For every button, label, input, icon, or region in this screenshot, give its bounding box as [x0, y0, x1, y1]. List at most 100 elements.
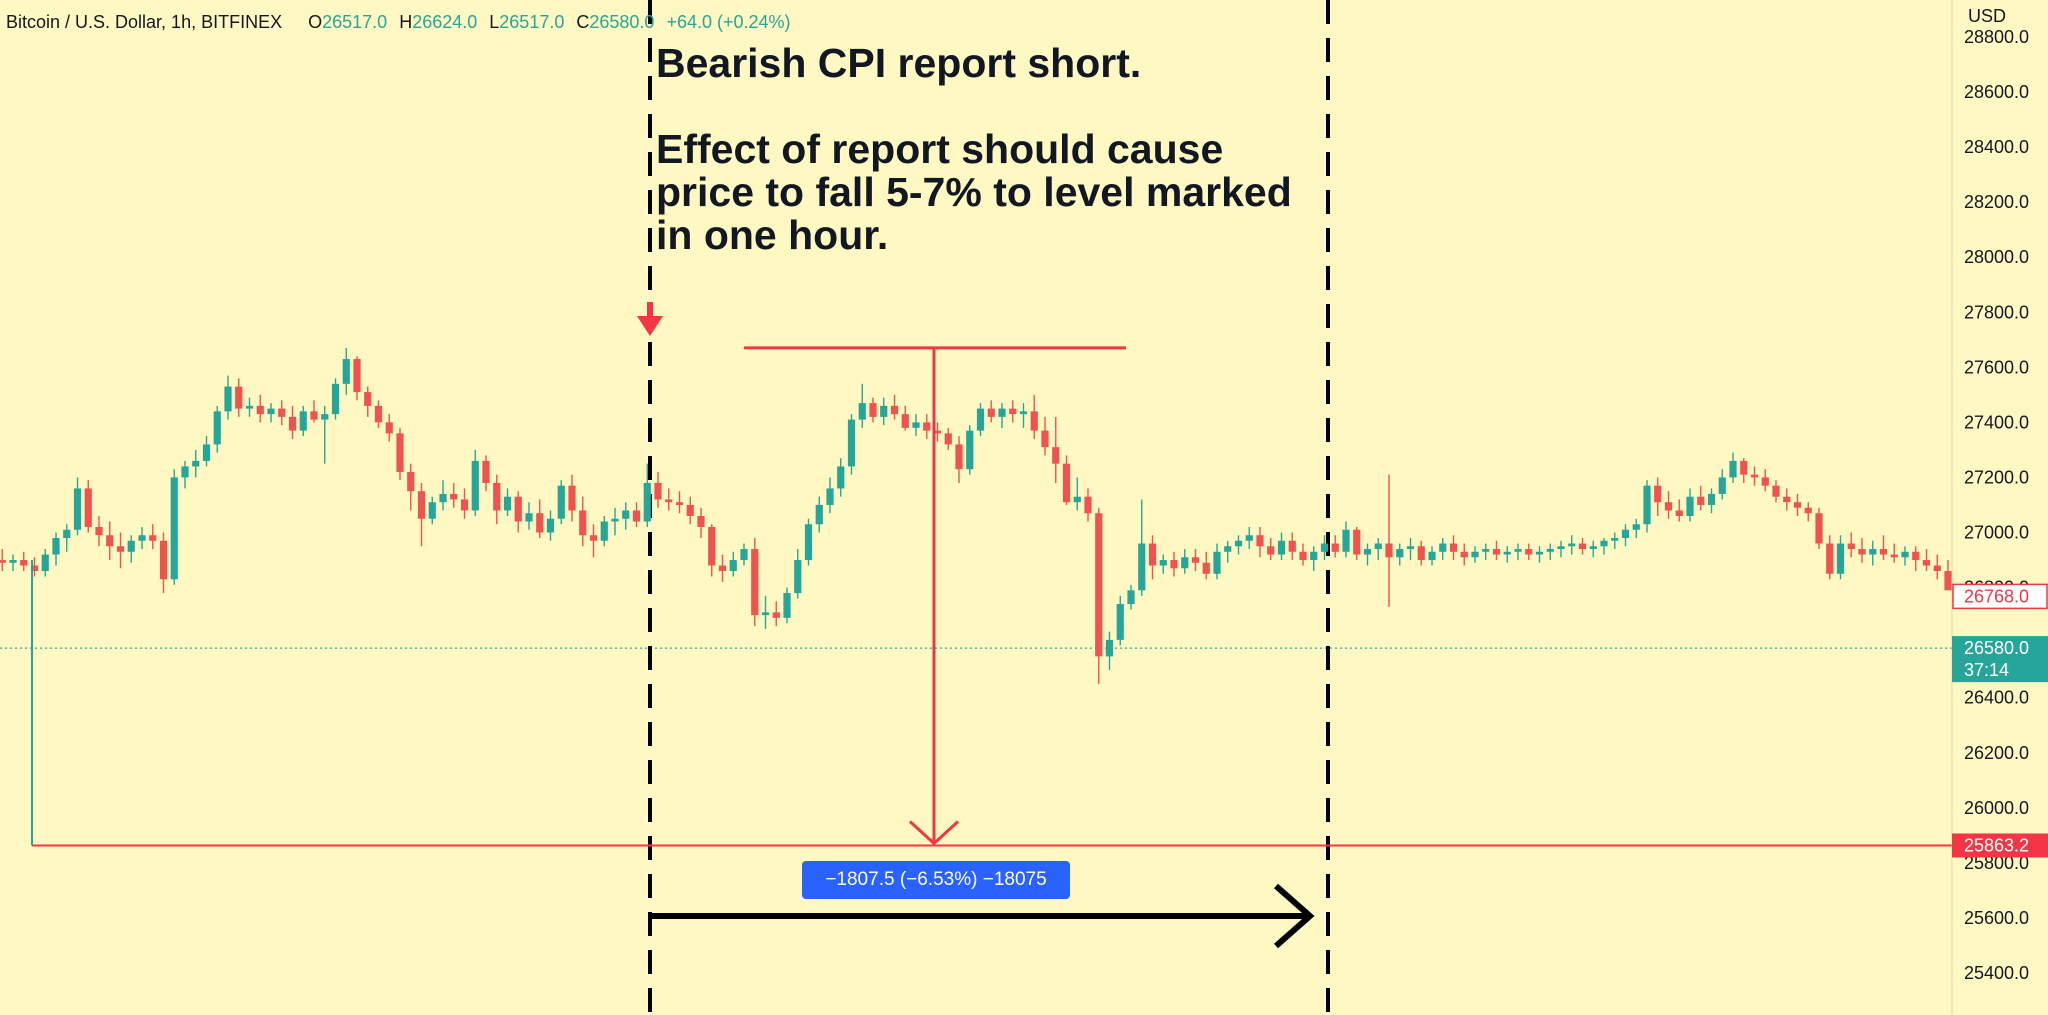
candle — [998, 403, 1006, 428]
candle-body — [471, 460, 479, 511]
candle-body — [0, 560, 6, 563]
price-tag-bg — [1952, 636, 2048, 683]
candle-body — [1041, 430, 1049, 448]
candle — [1095, 507, 1103, 684]
candle-body — [912, 422, 920, 428]
candle — [847, 414, 856, 475]
candle-body — [1793, 502, 1802, 508]
candle-body — [1353, 529, 1361, 555]
candle-body — [170, 477, 178, 580]
candle — [1772, 480, 1780, 503]
candle — [1546, 543, 1554, 561]
candle — [417, 482, 426, 547]
candle-body — [1084, 496, 1092, 514]
candle-body — [568, 485, 576, 511]
candle — [589, 524, 598, 558]
candle — [1686, 488, 1694, 522]
candle — [1718, 469, 1726, 500]
candle — [385, 414, 393, 442]
price-tick-label: 27600.0 — [1964, 357, 2029, 377]
close-label: C — [576, 12, 590, 32]
candle-body — [557, 485, 565, 519]
candle-body — [1363, 549, 1372, 555]
candle — [546, 510, 555, 541]
candle-body — [1933, 565, 1941, 572]
candle-body — [708, 526, 716, 566]
time-arrow-head — [1274, 883, 1315, 949]
candle — [783, 587, 791, 624]
candle — [1836, 535, 1845, 580]
candle-body — [847, 419, 856, 467]
candle-body — [1095, 513, 1103, 657]
candle-body — [159, 540, 168, 580]
candle-body — [192, 460, 200, 467]
candle-body — [374, 405, 383, 423]
candle-body — [450, 493, 458, 500]
candle-body — [417, 491, 426, 519]
candle-body — [890, 405, 899, 415]
candle — [1869, 540, 1877, 566]
candle — [890, 394, 899, 420]
candle — [869, 397, 877, 423]
candle — [1912, 546, 1920, 572]
candle — [1170, 551, 1178, 577]
candle — [1675, 499, 1683, 522]
candle — [127, 535, 135, 563]
candle — [1482, 543, 1490, 561]
candle-body — [1503, 551, 1511, 555]
candle-body — [1578, 543, 1587, 550]
candle-body — [1202, 562, 1210, 574]
candle-body — [1858, 549, 1866, 555]
candle-body — [482, 460, 490, 483]
price-tag-text: 26768.0 — [1964, 586, 2029, 606]
candle-body — [1320, 543, 1329, 552]
candle — [1363, 543, 1372, 566]
candle-body — [1159, 560, 1167, 566]
candle — [880, 397, 888, 426]
candle-body — [772, 612, 780, 618]
candle-body — [84, 488, 92, 527]
candle — [1052, 416, 1060, 483]
candle — [1310, 546, 1318, 572]
candle — [428, 496, 436, 525]
candle — [95, 515, 103, 547]
candle-body — [235, 386, 243, 409]
candle — [1611, 532, 1619, 550]
price-axis[interactable]: 28800.0 28600.0 28400.0 28200.0 28000.0 27800… — [1951, 0, 2048, 1015]
candle — [1621, 524, 1630, 547]
candle-body — [1073, 496, 1081, 503]
candle — [1148, 535, 1157, 580]
candle-body — [1654, 485, 1662, 503]
target-level[interactable] — [31, 560, 1952, 847]
candle — [1288, 532, 1296, 561]
candle — [654, 471, 662, 508]
change-value: +64.0 (+0.24%) — [666, 12, 791, 32]
candle-body — [342, 359, 350, 384]
candle-body — [1267, 546, 1275, 555]
candle-body — [30, 565, 39, 572]
price-tick-label: 28000.0 — [1964, 247, 2029, 267]
candle — [288, 405, 297, 439]
open-label: O — [308, 12, 323, 32]
candle — [1578, 538, 1587, 555]
candle — [1267, 538, 1275, 561]
candle-body — [1449, 543, 1458, 552]
currency-label[interactable]: USD — [1968, 6, 2007, 26]
candle — [1234, 535, 1243, 555]
candle — [1191, 549, 1200, 572]
candle-body — [1471, 551, 1479, 558]
price-range-measure[interactable] — [744, 346, 1126, 847]
candle-body — [1589, 546, 1597, 550]
candle — [1557, 540, 1565, 558]
candle — [450, 482, 458, 508]
candle-body — [9, 560, 17, 563]
candle — [1396, 543, 1404, 566]
candle-body — [1836, 543, 1845, 574]
candle — [482, 455, 490, 492]
candle-body — [1310, 551, 1318, 561]
text-annotation[interactable]: Bearish CPI report short. Effect of repo… — [656, 42, 1346, 257]
symbol-name[interactable]: Bitcoin / U.S. Dollar, 1h, BITFINEX — [6, 12, 283, 32]
low-value: 26517.0 — [499, 12, 565, 32]
